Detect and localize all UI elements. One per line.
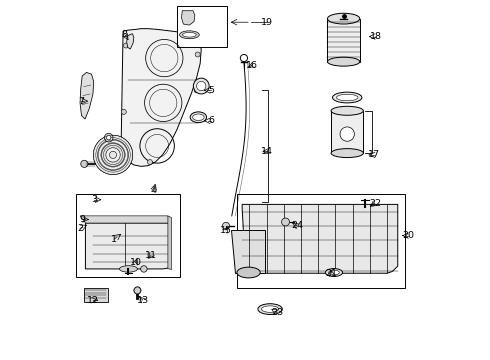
- Polygon shape: [181, 11, 195, 25]
- Text: 2: 2: [77, 224, 83, 233]
- Ellipse shape: [329, 270, 339, 275]
- Text: 13: 13: [137, 296, 149, 305]
- Circle shape: [222, 222, 230, 229]
- Circle shape: [81, 160, 88, 167]
- Bar: [237, 194, 405, 288]
- Text: 19: 19: [261, 18, 272, 27]
- Ellipse shape: [179, 31, 199, 39]
- Circle shape: [141, 266, 147, 272]
- Ellipse shape: [258, 304, 282, 315]
- Text: 15: 15: [220, 226, 232, 235]
- Text: 6: 6: [208, 116, 214, 125]
- Ellipse shape: [183, 32, 196, 37]
- Text: 9: 9: [79, 215, 86, 224]
- Polygon shape: [231, 230, 266, 273]
- Text: 16: 16: [246, 61, 258, 70]
- Ellipse shape: [237, 267, 260, 278]
- Circle shape: [282, 218, 290, 226]
- Circle shape: [98, 139, 128, 170]
- Ellipse shape: [331, 149, 364, 158]
- Text: 8: 8: [122, 30, 128, 39]
- Circle shape: [340, 127, 354, 141]
- Text: 17: 17: [368, 150, 380, 159]
- Circle shape: [134, 287, 141, 294]
- Text: 11: 11: [145, 251, 157, 260]
- Ellipse shape: [190, 112, 207, 123]
- Circle shape: [107, 135, 111, 140]
- Polygon shape: [122, 29, 201, 166]
- Ellipse shape: [327, 57, 360, 66]
- Text: 14: 14: [261, 147, 272, 156]
- Ellipse shape: [327, 13, 360, 24]
- Circle shape: [194, 88, 199, 93]
- Polygon shape: [80, 72, 94, 119]
- Circle shape: [123, 43, 128, 48]
- Text: 18: 18: [370, 32, 382, 41]
- Ellipse shape: [262, 306, 279, 312]
- Text: 3: 3: [91, 195, 98, 204]
- Text: 7: 7: [78, 96, 84, 105]
- Circle shape: [123, 152, 128, 157]
- Circle shape: [196, 81, 206, 91]
- Bar: [327, 19, 360, 62]
- Ellipse shape: [331, 106, 364, 115]
- Circle shape: [101, 143, 124, 166]
- Circle shape: [194, 78, 209, 94]
- Circle shape: [109, 151, 117, 158]
- Polygon shape: [80, 216, 170, 223]
- Text: 22: 22: [369, 199, 381, 208]
- Text: 24: 24: [291, 221, 303, 230]
- Text: 10: 10: [130, 258, 142, 267]
- Ellipse shape: [325, 269, 343, 276]
- Circle shape: [195, 52, 200, 57]
- Circle shape: [181, 32, 187, 37]
- Text: 20: 20: [402, 231, 414, 240]
- Bar: [76, 194, 180, 277]
- Ellipse shape: [193, 114, 204, 121]
- Polygon shape: [85, 223, 170, 269]
- Ellipse shape: [333, 92, 362, 103]
- Circle shape: [122, 109, 126, 114]
- Text: 4: 4: [150, 186, 156, 195]
- Circle shape: [147, 159, 152, 165]
- Polygon shape: [242, 204, 398, 273]
- Circle shape: [93, 135, 133, 175]
- Bar: [177, 6, 227, 47]
- Polygon shape: [126, 34, 134, 49]
- Polygon shape: [168, 216, 172, 270]
- Text: 21: 21: [326, 269, 338, 278]
- Text: 23: 23: [271, 308, 283, 317]
- Text: 12: 12: [87, 296, 98, 305]
- Bar: [84, 288, 108, 302]
- Bar: [331, 111, 364, 153]
- Text: 1: 1: [111, 235, 117, 244]
- Ellipse shape: [120, 266, 137, 272]
- Circle shape: [106, 148, 120, 162]
- Ellipse shape: [337, 94, 358, 101]
- Text: 5: 5: [208, 86, 214, 95]
- Circle shape: [104, 134, 113, 142]
